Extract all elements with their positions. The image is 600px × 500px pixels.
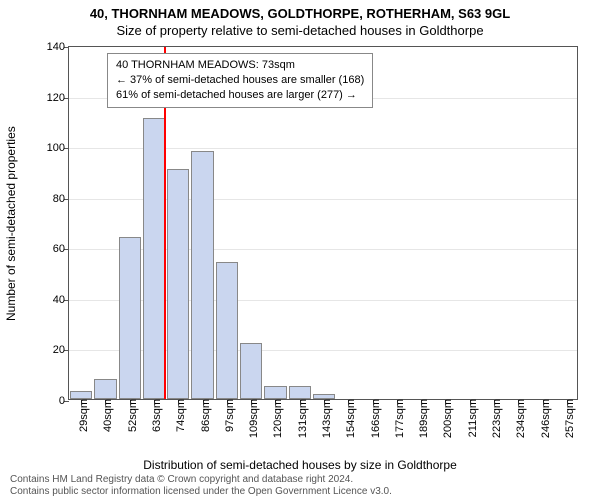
legend-box: 40 THORNHAM MEADOWS: 73sqm← 37% of semi-… — [107, 53, 373, 108]
x-tick-label: 166sqm — [364, 399, 382, 438]
y-tick-label: 60 — [53, 243, 69, 255]
x-tick-label: 74sqm — [169, 399, 187, 432]
y-tick-label: 20 — [53, 344, 69, 356]
x-tick-label: 131sqm — [291, 399, 309, 438]
legend-line: 61% of semi-detached houses are larger (… — [116, 88, 364, 103]
subtitle: Size of property relative to semi-detach… — [0, 23, 600, 38]
x-tick-label: 63sqm — [145, 399, 163, 432]
x-tick-label: 211sqm — [461, 399, 479, 437]
histogram-bar — [94, 379, 116, 399]
x-tick-label: 154sqm — [339, 399, 357, 438]
histogram-bar — [143, 118, 165, 399]
y-tick-label: 140 — [47, 41, 69, 53]
histogram-chart: 02040608010012014029sqm40sqm52sqm63sqm74… — [68, 46, 578, 400]
x-tick-label: 200sqm — [436, 399, 454, 438]
histogram-bar — [289, 386, 311, 399]
x-tick-label: 40sqm — [96, 399, 114, 432]
x-tick-label: 120sqm — [266, 399, 284, 438]
y-axis-label: Number of semi-detached properties — [4, 126, 18, 321]
y-tick-label: 120 — [47, 92, 69, 104]
histogram-bar — [167, 169, 189, 399]
histogram-bar — [119, 237, 141, 399]
x-tick-label: 97sqm — [218, 399, 236, 432]
footer-line: Contains public sector information licen… — [10, 486, 392, 498]
y-tick-label: 40 — [53, 294, 69, 306]
copyright-footer: Contains HM Land Registry data © Crown c… — [10, 474, 392, 498]
x-tick-label: 86sqm — [194, 399, 212, 432]
histogram-bar — [216, 262, 238, 399]
histogram-bar — [191, 151, 213, 399]
y-tick-label: 0 — [59, 395, 69, 407]
legend-line: 40 THORNHAM MEADOWS: 73sqm — [116, 58, 364, 73]
x-axis-label: Distribution of semi-detached houses by … — [0, 458, 600, 472]
x-tick-label: 177sqm — [388, 399, 406, 438]
x-tick-label: 246sqm — [534, 399, 552, 438]
x-tick-label: 143sqm — [315, 399, 333, 438]
histogram-bar — [240, 343, 262, 399]
y-tick-label: 100 — [47, 142, 69, 154]
x-tick-label: 29sqm — [72, 399, 90, 432]
x-tick-label: 223sqm — [485, 399, 503, 438]
histogram-bar — [70, 391, 92, 399]
y-tick-label: 80 — [53, 193, 69, 205]
address-title: 40, THORNHAM MEADOWS, GOLDTHORPE, ROTHER… — [0, 6, 600, 21]
footer-line: Contains HM Land Registry data © Crown c… — [10, 474, 392, 486]
x-tick-label: 52sqm — [121, 399, 139, 432]
x-tick-label: 257sqm — [558, 399, 576, 438]
histogram-bar — [264, 386, 286, 399]
x-tick-label: 109sqm — [242, 399, 260, 438]
x-tick-label: 234sqm — [509, 399, 527, 438]
legend-line: ← 37% of semi-detached houses are smalle… — [116, 73, 364, 88]
x-tick-label: 189sqm — [412, 399, 430, 438]
